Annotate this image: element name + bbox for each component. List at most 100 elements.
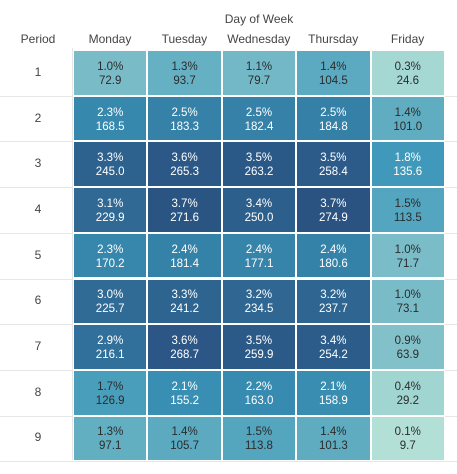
column-header-thursday: Thursday [308, 32, 359, 46]
cell-percent-label: 2.3% [97, 243, 124, 256]
heatmap-cell: 3.5% 259.9 [221, 324, 297, 370]
cell-value-label: 259.9 [244, 349, 274, 362]
heatmap-cell: 2.3% 170.2 [73, 232, 148, 279]
heatmap-cell: 3.3% 245.0 [73, 141, 148, 188]
heatmap-cell: 1.8% 135.6 [370, 141, 445, 188]
row-header-period: Period [20, 32, 56, 46]
cell-percent-label: 2.5% [245, 106, 273, 119]
heatmap-cell: 2.2% 163.0 [221, 369, 297, 416]
cell-percent-label: 2.9% [97, 335, 124, 348]
heatmap-cell: 1.0% 73.1 [370, 278, 445, 325]
cell-value-label: 113.5 [393, 211, 422, 224]
cell-percent-label: 3.5% [245, 152, 273, 165]
cell-percent-label: 2.1% [320, 380, 347, 393]
cell-percent-label: 1.1% [245, 60, 273, 73]
row-label-period-9: 9 [34, 430, 42, 445]
heatmap-cell: 3.2% 234.5 [221, 278, 297, 325]
row-label-period-6: 6 [34, 293, 42, 308]
cell-value-label: 241.2 [170, 303, 199, 316]
cell-value-label: 265.3 [170, 166, 199, 179]
row-label-period-5: 5 [34, 247, 42, 262]
cell-value-label: 163.0 [244, 394, 274, 407]
cell-value-label: 168.5 [95, 120, 125, 133]
cell-value-label: 274.9 [318, 211, 348, 224]
heatmap-cell: 3.6% 268.7 [147, 324, 222, 370]
cell-percent-label: 1.3% [171, 60, 198, 73]
cell-value-label: 135.6 [393, 166, 423, 179]
cell-percent-label: 3.2% [320, 289, 347, 302]
cell-value-label: 63.9 [396, 349, 419, 362]
cell-value-label: 29.2 [396, 394, 419, 407]
cell-percent-label: 3.4% [245, 197, 273, 210]
cell-value-label: 250.0 [244, 211, 274, 224]
heatmap-cell: 1.3% 93.7 [147, 50, 222, 96]
row-label-period-2: 2 [34, 110, 42, 125]
cell-percent-label: 1.3% [97, 426, 124, 439]
cell-percent-label: 3.1% [97, 197, 124, 210]
cell-value-label: 71.7 [396, 257, 419, 270]
cell-percent-label: 1.5% [245, 426, 273, 439]
heatmap-cell: 3.4% 254.2 [296, 324, 371, 370]
cell-value-label: 229.9 [95, 211, 125, 224]
vertical-divider [72, 48, 73, 460]
cell-value-label: 79.7 [247, 74, 271, 87]
heatmap-cell: 2.4% 181.4 [147, 232, 222, 279]
cell-value-label: 225.7 [95, 303, 125, 316]
heatmap-cell: 2.5% 184.8 [296, 95, 371, 142]
cell-value-label: 181.4 [170, 257, 199, 270]
cell-value-label: 271.6 [170, 211, 199, 224]
cell-value-label: 101.0 [393, 120, 423, 133]
cell-value-label: 170.2 [95, 257, 125, 270]
row-label-period-7: 7 [34, 339, 42, 354]
heatmap-cell: 1.4% 104.5 [296, 50, 371, 96]
heatmap-cell: 3.3% 241.2 [147, 278, 222, 325]
cell-value-label: 104.5 [318, 74, 348, 87]
cell-percent-label: 3.0% [97, 289, 124, 302]
heatmap-cell: 2.5% 182.4 [221, 95, 297, 142]
cell-percent-label: 1.7% [97, 380, 124, 393]
row-label-period-1: 1 [34, 64, 42, 79]
cell-percent-label: 0.1% [394, 426, 421, 439]
heatmap-cell: 0.4% 29.2 [370, 369, 445, 416]
cell-value-label: 105.7 [170, 440, 199, 453]
cell-percent-label: 1.4% [394, 106, 421, 119]
heatmap-cell: 2.4% 180.6 [296, 232, 371, 279]
cell-percent-label: 1.5% [394, 197, 421, 210]
cell-percent-label: 2.4% [320, 243, 347, 256]
cell-percent-label: 2.5% [171, 106, 198, 119]
heatmap-cell: 0.1% 9.7 [370, 415, 445, 462]
cell-percent-label: 1.0% [97, 60, 124, 73]
cell-percent-label: 1.0% [394, 243, 421, 256]
heatmap-cell: 2.4% 177.1 [221, 232, 297, 279]
heatmap-cell: 1.0% 72.9 [73, 50, 148, 96]
heatmap-cell: 3.7% 271.6 [147, 187, 222, 233]
cell-value-label: 113.8 [245, 440, 273, 453]
cell-percent-label: 3.7% [171, 197, 198, 210]
cell-value-label: 73.1 [396, 303, 419, 316]
cell-percent-label: 3.4% [320, 335, 347, 348]
cell-percent-label: 3.3% [97, 152, 124, 165]
cell-percent-label: 3.5% [245, 335, 273, 348]
cell-value-label: 97.1 [99, 440, 122, 453]
cell-value-label: 254.2 [318, 349, 348, 362]
cell-value-label: 245.0 [95, 166, 125, 179]
cell-value-label: 258.4 [318, 166, 348, 179]
row-separator [0, 461, 457, 463]
cell-value-label: 72.9 [99, 74, 122, 87]
cell-percent-label: 0.9% [394, 335, 421, 348]
heatmap-cell: 3.4% 250.0 [221, 187, 297, 233]
row-label-period-4: 4 [34, 201, 42, 216]
cell-percent-label: 3.6% [171, 335, 198, 348]
heatmap-cell: 1.4% 101.3 [296, 415, 371, 462]
column-header-monday: Monday [88, 32, 132, 46]
cell-value-label: 216.1 [95, 349, 125, 362]
cell-value-label: 158.9 [318, 394, 348, 407]
cell-value-label: 184.8 [318, 120, 348, 133]
cell-value-label: 93.7 [173, 74, 196, 87]
cell-percent-label: 3.5% [320, 152, 347, 165]
cell-percent-label: 1.0% [394, 289, 421, 302]
cell-percent-label: 3.3% [171, 289, 198, 302]
heatmap-cell: 3.5% 263.2 [221, 141, 297, 188]
heatmap-cell: 1.7% 126.9 [73, 369, 148, 416]
cell-percent-label: 1.4% [320, 60, 347, 73]
